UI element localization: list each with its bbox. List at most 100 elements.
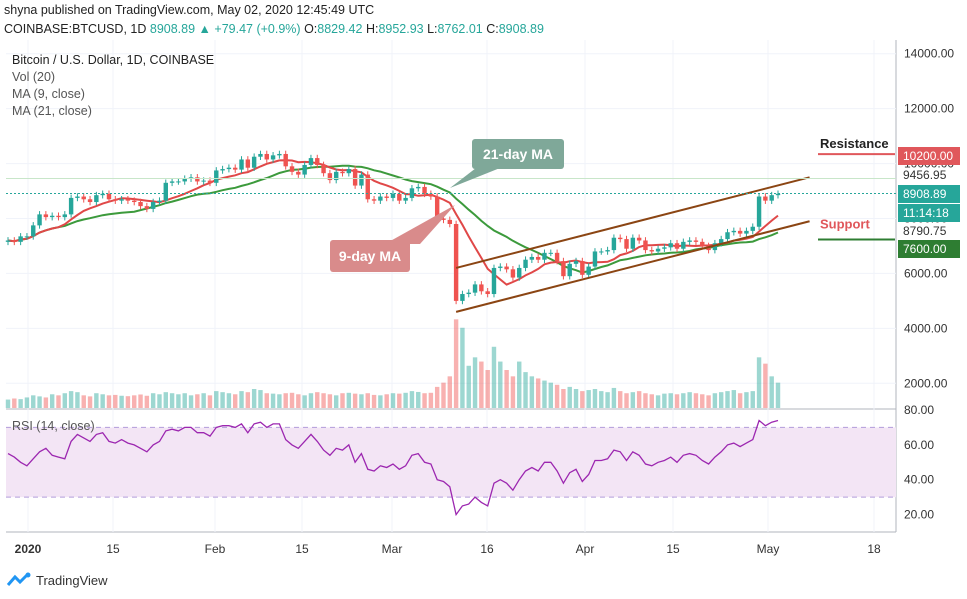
- volume-bar: [31, 395, 36, 408]
- candle-body: [548, 252, 553, 254]
- volume-bar: [668, 393, 673, 408]
- candle-body: [106, 193, 112, 200]
- candle-body: [378, 196, 383, 201]
- close-value: 8908.89: [498, 22, 544, 36]
- volume-bar: [655, 395, 661, 408]
- volume-bar: [681, 393, 686, 408]
- rsi-tick-label: 40.00: [904, 473, 934, 487]
- candle-body: [384, 196, 389, 198]
- candle-body: [245, 159, 251, 168]
- volume-bar: [542, 380, 547, 408]
- volume-bar: [649, 394, 654, 408]
- volume-bar: [384, 394, 389, 408]
- volume-bar: [611, 387, 617, 408]
- legend-ma9: MA (9, close): [12, 87, 85, 101]
- candle-body: [611, 237, 617, 251]
- candle-body: [220, 169, 225, 171]
- volume-bar: [573, 389, 579, 408]
- volume-bar: [94, 393, 99, 408]
- candle-body: [233, 167, 238, 170]
- candle-body: [144, 206, 150, 209]
- last-price: 8908.89: [149, 22, 196, 36]
- candle-body: [289, 166, 295, 172]
- candle-body: [624, 239, 629, 249]
- time-tick-label: 2020: [15, 542, 42, 556]
- candle-body: [62, 214, 68, 218]
- volume-bar: [687, 392, 692, 408]
- candle-body: [258, 153, 263, 157]
- candle-body: [756, 196, 762, 227]
- time-tick-label: 15: [295, 542, 309, 556]
- candle-body: [403, 197, 408, 201]
- tradingview-logo-icon: [6, 572, 31, 586]
- candle-body: [37, 214, 42, 226]
- price-label: 11:14:18: [903, 206, 949, 220]
- volume-bar: [18, 399, 23, 408]
- candle-body: [270, 155, 276, 160]
- price-label-bg: [898, 147, 960, 165]
- candle-body: [346, 169, 352, 174]
- volume-bar: [630, 392, 636, 408]
- volume-bar: [485, 370, 490, 408]
- volume-bar: [87, 396, 93, 408]
- candle-body: [195, 177, 200, 182]
- tradingview-footer[interactable]: TradingView: [6, 572, 108, 588]
- candle-body: [24, 236, 30, 238]
- candle-body: [132, 200, 137, 203]
- volume-bar: [624, 393, 629, 408]
- rsi-band: [6, 427, 896, 498]
- candle-body: [441, 218, 446, 220]
- candle-body: [150, 202, 156, 209]
- candle-body: [352, 169, 358, 186]
- volume-bar: [599, 391, 604, 408]
- volume-bar: [333, 395, 339, 408]
- time-tick-label: 16: [480, 542, 494, 556]
- rsi-tick-label: 20.00: [904, 508, 934, 522]
- ma21-callout-label: 21-day MA: [483, 146, 553, 162]
- candle-body: [43, 214, 49, 218]
- candle-body: [226, 167, 232, 170]
- low-value: 8762.01: [437, 22, 483, 36]
- volume-bar: [302, 395, 307, 408]
- volume-bar: [43, 397, 49, 408]
- volume-bar: [150, 393, 156, 408]
- candle-body: [630, 237, 636, 249]
- candle-body: [605, 250, 610, 252]
- candle-body: [718, 239, 724, 244]
- candle-body: [636, 237, 642, 241]
- volume-bar: [106, 395, 112, 408]
- volume-bar: [422, 393, 427, 408]
- up-arrow-icon: ▲: [198, 22, 211, 36]
- volume-bar: [460, 327, 465, 408]
- tradingview-brand: TradingView: [36, 572, 108, 588]
- time-tick-label: 15: [106, 542, 120, 556]
- ma21-line: [7, 164, 779, 274]
- volume-bar: [567, 386, 572, 408]
- volume-bar: [233, 394, 238, 408]
- volume-bar: [371, 394, 377, 408]
- volume-bar: [315, 392, 320, 408]
- candle-body: [56, 215, 61, 218]
- ma9-callout-box: [330, 240, 410, 272]
- candle-body: [504, 266, 509, 270]
- volume-bar: [245, 392, 251, 408]
- candle-body: [573, 261, 579, 264]
- candle-body: [662, 247, 667, 249]
- candle-body: [472, 284, 478, 293]
- volume-bar: [756, 357, 762, 408]
- candle-body: [649, 250, 654, 252]
- price-tick-label: 6000.00: [904, 266, 948, 280]
- candle-body: [479, 284, 484, 292]
- volume-bar: [378, 395, 383, 408]
- candle-body: [302, 164, 307, 175]
- candle-body: [561, 261, 566, 277]
- volume-bar: [125, 396, 131, 408]
- volume-bar: [693, 393, 699, 408]
- volume-bar: [674, 394, 680, 408]
- ma21-callout-pointer: [450, 168, 500, 188]
- time-tick-label: Feb: [205, 542, 226, 556]
- candle-body: [434, 196, 440, 219]
- volume-bar: [466, 365, 471, 408]
- candle-body: [655, 248, 661, 252]
